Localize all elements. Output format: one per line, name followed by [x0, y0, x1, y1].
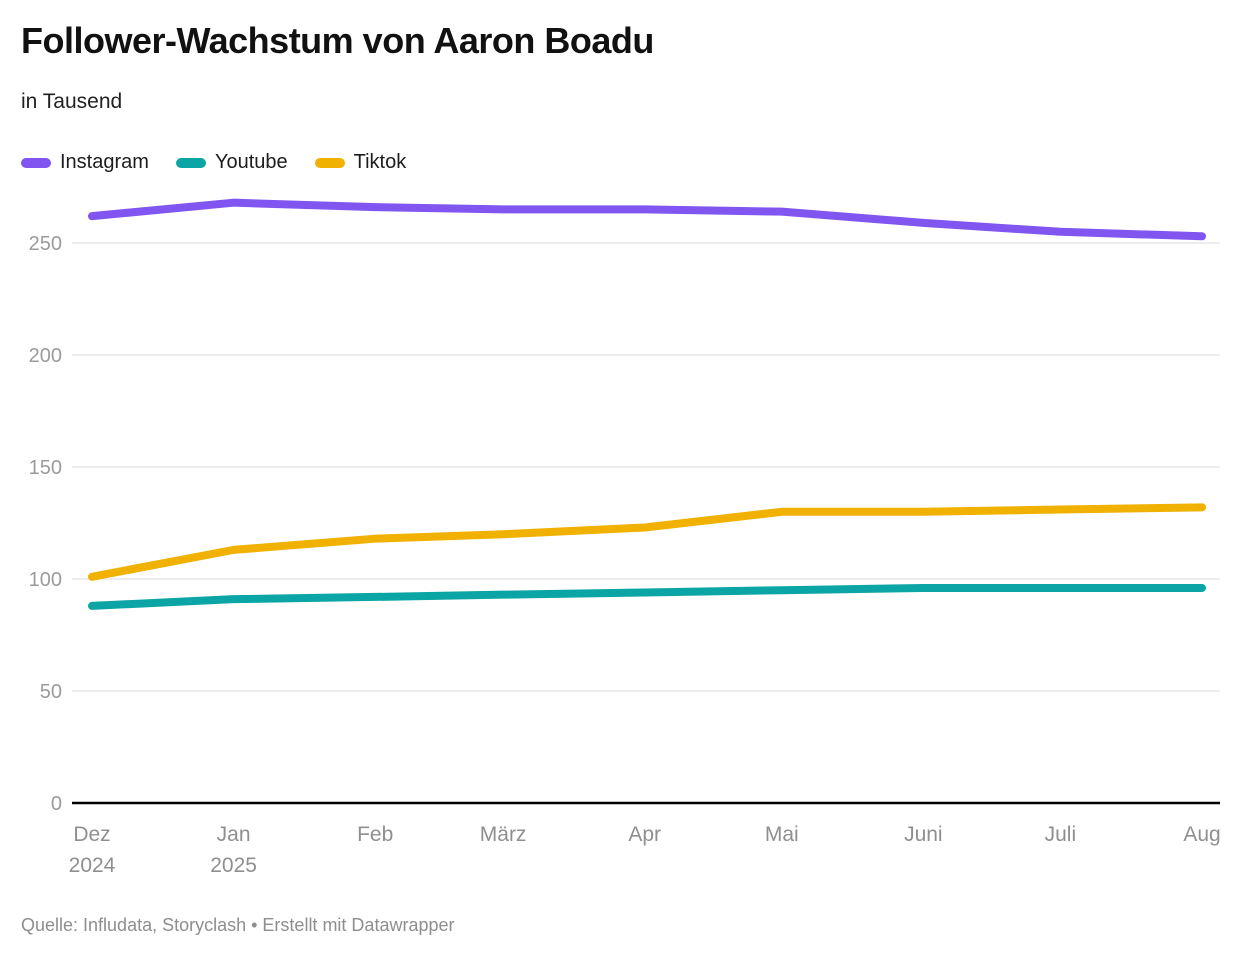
- y-tick-label: 0: [51, 793, 62, 815]
- legend-item-youtube: Youtube: [175, 151, 288, 174]
- y-tick-label: 200: [29, 345, 62, 367]
- y-tick-label: 250: [29, 233, 62, 255]
- x-tick-label: Dez: [73, 823, 110, 846]
- chart-subtitle: in Tausend: [21, 90, 123, 113]
- x-tick-label: März: [480, 823, 527, 846]
- legend-item-instagram: Instagram: [21, 151, 149, 174]
- legend-label-tiktok: Tiktok: [353, 151, 407, 173]
- y-axis-labels: 0 50 100 150 200 250: [29, 233, 62, 815]
- legend: Instagram Youtube Tiktok: [21, 151, 406, 174]
- y-tick-label: 100: [29, 569, 62, 591]
- chart-title: Follower-Wachstum von Aaron Boadu: [21, 20, 654, 61]
- x-tick-label: Apr: [628, 823, 661, 846]
- series-lines: [88, 198, 1206, 610]
- legend-label-instagram: Instagram: [60, 151, 149, 173]
- legend-label-youtube: Youtube: [214, 151, 288, 173]
- x-axis-labels: Dez 2024 Jan 2025 Feb März Apr Mai Juni Juli Aug: [69, 823, 1221, 877]
- y-tick-label: 50: [40, 681, 62, 703]
- source-attribution: Quelle: Infludata, Storyclash • Erstellt…: [21, 915, 455, 935]
- x-tick-label: Jan: [217, 823, 251, 846]
- tiktok-line-swatch-icon: [314, 157, 345, 168]
- instagram-line-swatch-icon: [21, 157, 51, 168]
- x-tick-label: Juli: [1045, 823, 1077, 846]
- line-youtube: [88, 583, 1206, 610]
- x-tick-label: Mai: [765, 823, 799, 846]
- legend-item-tiktok: Tiktok: [314, 151, 407, 174]
- youtube-line-swatch-icon: [175, 157, 206, 168]
- x-tick-label: 2025: [210, 854, 257, 877]
- y-tick-label: 150: [29, 457, 62, 479]
- x-tick-label: 2024: [69, 854, 116, 877]
- x-tick-label: Feb: [357, 823, 393, 846]
- line-tiktok: [88, 503, 1206, 581]
- x-tick-label: Aug: [1183, 823, 1220, 846]
- gridlines: [72, 242, 1220, 805]
- x-tick-label: Juni: [904, 823, 943, 846]
- line-instagram: [88, 198, 1206, 241]
